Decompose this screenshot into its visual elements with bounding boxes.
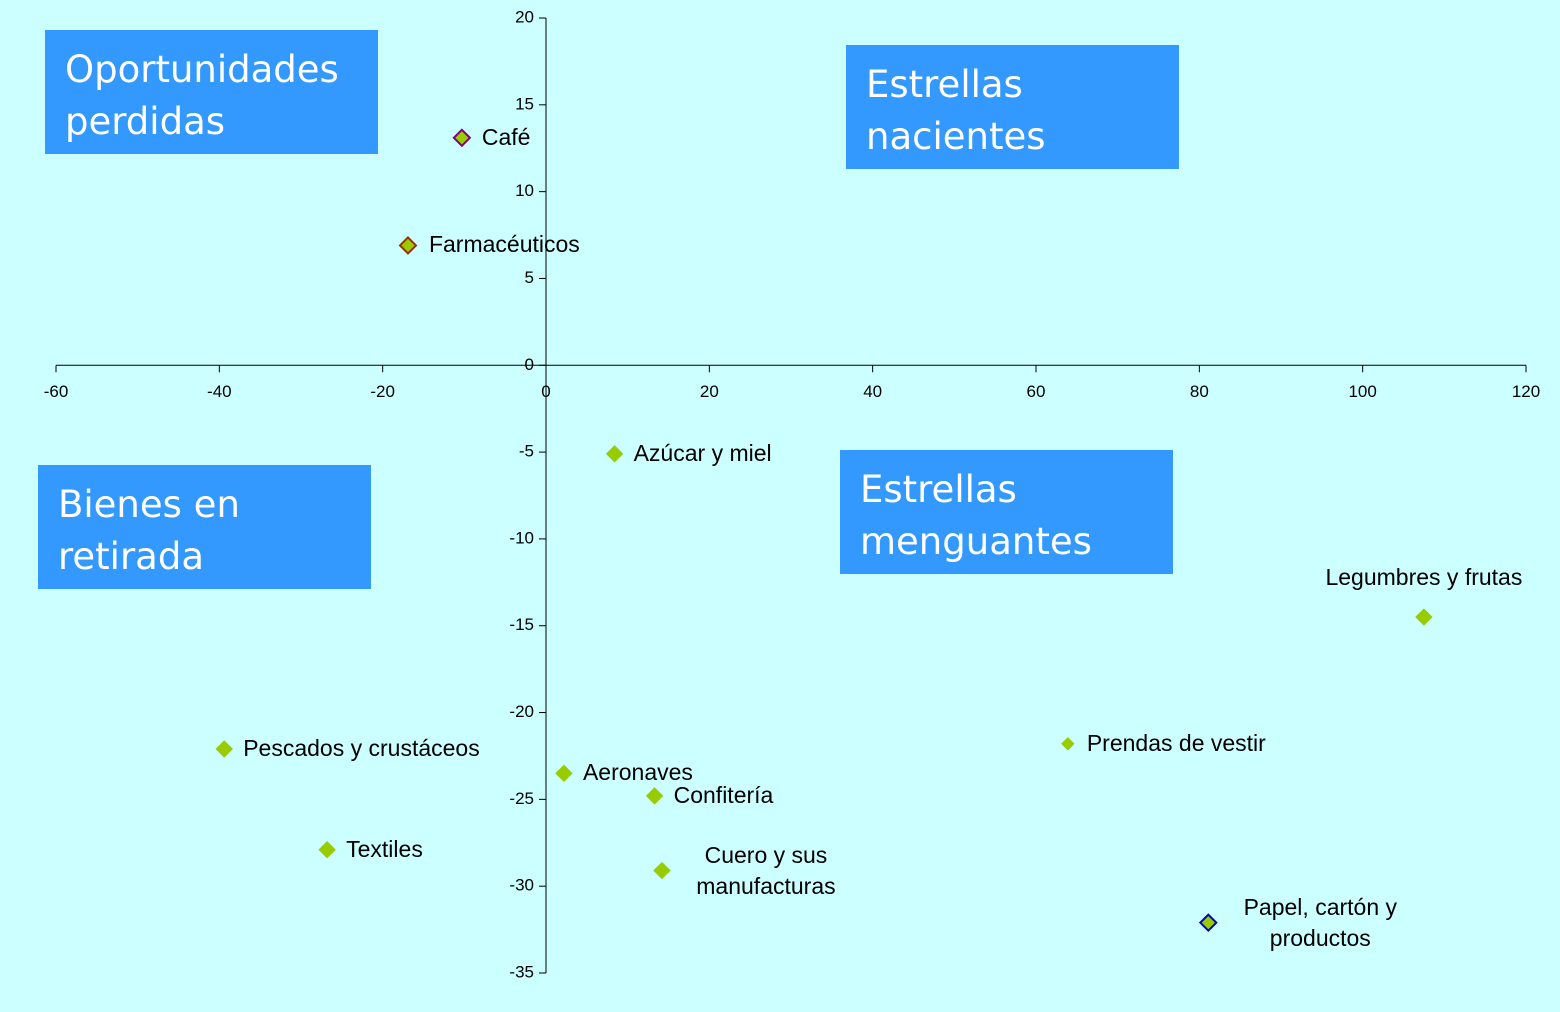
quadrant-label: Estrellas nacientes (846, 45, 1179, 169)
point (653, 861, 671, 880)
point-label: Prendas de vestir (1086, 729, 1266, 756)
point-label: Confitería (673, 781, 774, 808)
x-tick-label: -60 (44, 382, 69, 401)
point-label: Farmacéuticos (428, 231, 580, 258)
point (452, 128, 472, 148)
point (1061, 737, 1075, 751)
x-tick-label: 80 (1190, 382, 1209, 401)
x-tick-label: 20 (700, 382, 719, 401)
x-tick-label: 100 (1348, 382, 1376, 401)
x-tick-label: 120 (1512, 382, 1540, 401)
point (318, 841, 336, 859)
y-tick-label: -5 (519, 442, 534, 461)
quadrant-label: Estrellas menguantes (840, 450, 1173, 574)
y-tick-label: -10 (509, 528, 534, 547)
point (1198, 913, 1218, 933)
point-label: Papel, cartón y productos (1243, 893, 1398, 951)
x-tick-label: -40 (207, 382, 232, 401)
quadrant-label: Oportunidades perdidas (45, 30, 378, 154)
x-tick-label: 40 (863, 382, 882, 401)
quadrant-label: Bienes en retirada (38, 465, 371, 589)
y-tick-label: 15 (515, 94, 534, 113)
x-tick-label: -20 (370, 382, 395, 401)
x-tick-label: 60 (1027, 382, 1046, 401)
point (215, 740, 233, 758)
point-label: Pescados y crustáceos (243, 735, 480, 761)
y-tick-label: -30 (509, 876, 534, 895)
y-tick-label: 20 (515, 7, 534, 26)
point-label: Aeronaves (582, 759, 693, 786)
y-tick-label: -15 (509, 615, 534, 634)
point-label: Café (481, 123, 531, 150)
point-label: Legumbres y frutas (1325, 564, 1523, 591)
x-tick-label: 0 (541, 382, 550, 401)
point (398, 236, 418, 255)
y-tick-label: 5 (525, 268, 534, 287)
point-label: Azúcar y miel (633, 439, 772, 466)
y-tick-label: 10 (515, 181, 534, 200)
y-tick-label: -25 (509, 789, 534, 808)
y-tick-label: -20 (509, 702, 534, 721)
point (555, 764, 573, 783)
point-label: Textiles (346, 835, 423, 862)
point (605, 445, 624, 463)
y-tick-label: 0 (525, 355, 534, 374)
point (1415, 608, 1433, 626)
point (645, 787, 664, 805)
y-tick-label: -35 (509, 962, 534, 981)
point-label: Cuero y sus manufacturas (696, 841, 836, 899)
